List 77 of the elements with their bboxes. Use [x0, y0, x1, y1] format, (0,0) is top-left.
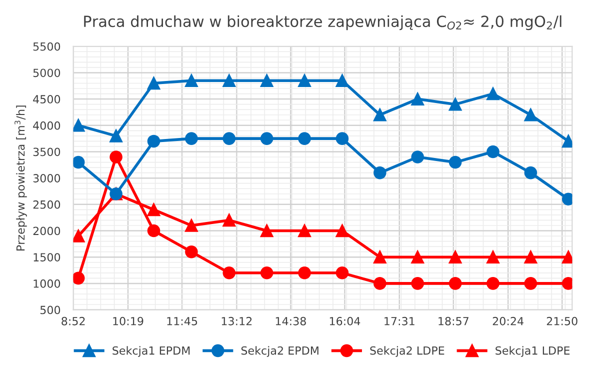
point [336, 132, 349, 145]
point [448, 156, 462, 169]
y-tick-label: 5500 [33, 42, 60, 51]
point [185, 74, 198, 88]
point [524, 166, 538, 180]
x-tick-label: 17:31 [384, 316, 414, 326]
y-tick-label: 1500 [34, 253, 60, 262]
legend-label: Sekcja1 EPDM [112, 346, 190, 357]
legend-label: Sekcja1 LDPE [496, 346, 570, 357]
point [486, 277, 500, 290]
point [448, 277, 462, 290]
y-axis-title: Przepływ powietrza [m$^{3}$/h] [14, 106, 27, 250]
point [222, 132, 236, 145]
point [73, 119, 85, 132]
point [374, 277, 386, 290]
point [486, 87, 500, 100]
x-tick-label: 16:04 [330, 316, 360, 326]
point [524, 277, 538, 290]
y-tick-label: 4000 [33, 121, 60, 130]
point [147, 134, 160, 148]
y-tick-label: 500 [40, 306, 60, 314]
y-tick-label: 5000 [33, 68, 60, 78]
point [260, 266, 274, 280]
x-tick-label: 11:45 [167, 317, 198, 326]
point [374, 250, 386, 264]
x-tick-label: 18:57 [438, 316, 468, 326]
point [260, 132, 274, 145]
point [298, 132, 311, 145]
point [448, 98, 462, 111]
point [147, 76, 160, 90]
point [110, 130, 122, 142]
point [524, 250, 538, 264]
point [110, 150, 122, 164]
x-tick-label: 8:52 [62, 316, 85, 326]
point [298, 74, 311, 88]
point [336, 266, 349, 280]
y-tick-label: 3000 [33, 174, 60, 182]
point [73, 272, 85, 285]
legend-label: Sekcja2 LDPE [370, 346, 444, 357]
point [260, 74, 274, 88]
point [222, 266, 236, 280]
x-tick-label: 14:38 [276, 316, 306, 326]
x-tick-label: 21:50 [546, 316, 578, 326]
x-tick-label: 20:24 [492, 316, 524, 326]
chart-title: Praca dmuchaw w bioreaktorze zapewniająca C$_{O2}$≈ 2,0 mgO$_{2}$/l [84, 15, 562, 30]
point [374, 166, 386, 180]
point [411, 277, 424, 290]
point [260, 224, 274, 238]
y-tick-label: 4500 [33, 95, 60, 104]
point [486, 250, 500, 264]
point [374, 108, 386, 122]
y-tick-label: 3500 [33, 148, 60, 156]
point [524, 108, 538, 122]
y-tick-label: 2500 [33, 200, 60, 209]
y-tick-label: 2000 [33, 226, 60, 236]
point [411, 150, 424, 164]
point [147, 203, 160, 216]
point [486, 145, 500, 158]
x-tick-label: 10:19 [113, 316, 144, 326]
x-tick-label: 13:12 [222, 316, 252, 326]
point [298, 266, 311, 280]
point [73, 230, 85, 242]
point [336, 74, 349, 88]
point [73, 156, 85, 169]
point [147, 224, 160, 238]
point [411, 250, 424, 264]
point [298, 224, 311, 238]
point [185, 219, 198, 232]
point [185, 245, 198, 258]
point [185, 132, 198, 145]
legend-label: Sekcja2 EPDM [241, 346, 318, 357]
point [336, 224, 349, 238]
y-tick-label: 1000 [34, 279, 60, 288]
point [222, 214, 236, 227]
point [411, 92, 424, 106]
point [222, 74, 236, 88]
point [448, 250, 462, 264]
